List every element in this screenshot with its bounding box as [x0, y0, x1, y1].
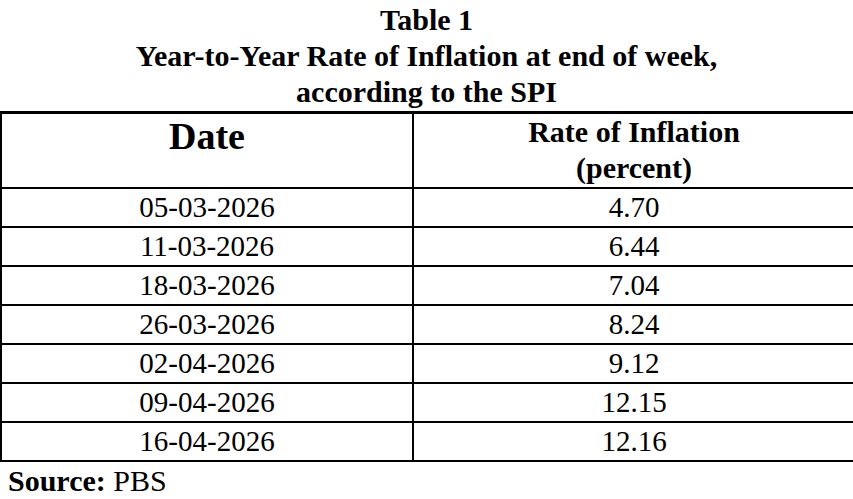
table-header-row: Date Rate of Inflation (percent): [1, 113, 853, 189]
table-row: 16-04-2026 12.16: [1, 422, 853, 461]
column-header-rate-line1: Rate of Inflation: [414, 114, 853, 150]
table-row: 09-04-2026 12.15: [1, 383, 853, 422]
rate-cell: 12.16: [413, 422, 853, 461]
table-row: 18-03-2026 7.04: [1, 266, 853, 305]
inflation-table: Date Rate of Inflation (percent) 05-03-2…: [0, 111, 853, 462]
rate-cell: 12.15: [413, 383, 853, 422]
source-value: PBS: [113, 464, 166, 497]
date-cell: 05-03-2026: [1, 188, 413, 227]
rate-cell: 9.12: [413, 344, 853, 383]
date-cell: 02-04-2026: [1, 344, 413, 383]
date-cell: 16-04-2026: [1, 422, 413, 461]
table-title-line2: Year-to-Year Rate of Inflation at end of…: [0, 38, 853, 74]
date-cell: 26-03-2026: [1, 305, 413, 344]
rate-cell: 6.44: [413, 227, 853, 266]
column-header-rate-line2: (percent): [414, 150, 853, 186]
document-page: Table 1 Year-to-Year Rate of Inflation a…: [0, 0, 853, 499]
table-row: 05-03-2026 4.70: [1, 188, 853, 227]
column-header-date: Date: [1, 113, 413, 189]
date-cell: 11-03-2026: [1, 227, 413, 266]
source-note: Source: PBS: [0, 462, 853, 499]
table-row: 26-03-2026 8.24: [1, 305, 853, 344]
table-row: 02-04-2026 9.12: [1, 344, 853, 383]
date-cell: 18-03-2026: [1, 266, 413, 305]
table-title-line1: Table 1: [0, 2, 853, 38]
rate-cell: 4.70: [413, 188, 853, 227]
column-header-rate: Rate of Inflation (percent): [413, 113, 853, 189]
column-header-date-label: Date: [169, 115, 245, 157]
rate-cell: 7.04: [413, 266, 853, 305]
table-row: 11-03-2026 6.44: [1, 227, 853, 266]
source-label: Source:: [8, 464, 106, 497]
rate-cell: 8.24: [413, 305, 853, 344]
table-title-line3: according to the SPI: [0, 74, 853, 110]
table-title: Table 1 Year-to-Year Rate of Inflation a…: [0, 0, 853, 110]
date-cell: 09-04-2026: [1, 383, 413, 422]
